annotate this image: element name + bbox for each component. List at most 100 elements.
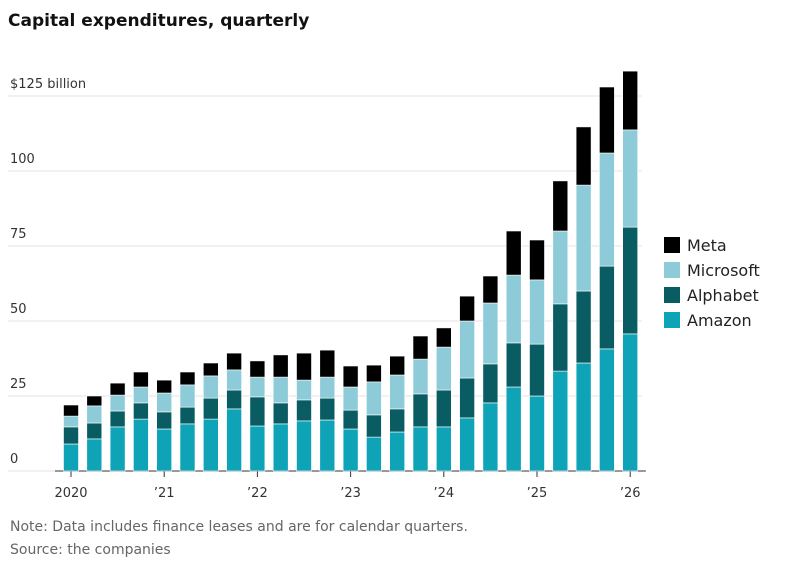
bar-segment: [412, 358, 429, 395]
legend-swatch: [664, 287, 680, 303]
x-tick-label: ’26: [620, 486, 641, 501]
bar-segment: [342, 365, 359, 388]
bar-segment: [249, 376, 266, 398]
bar-segment: [622, 129, 639, 228]
bar-segment: [86, 422, 103, 440]
bar-segment: [226, 408, 242, 472]
bar-segment: [575, 362, 592, 472]
bar-segment: [272, 423, 289, 472]
y-tick-label: 25: [10, 377, 27, 392]
bar-segment: [482, 402, 499, 472]
bar-segment: [412, 426, 429, 472]
note: Note: Data includes finance leases and a…: [10, 519, 468, 535]
chart-title: Capital expenditures, quarterly: [8, 11, 309, 31]
bar-segment: [249, 425, 266, 472]
bar-segment: [389, 431, 406, 472]
bar-segment: [296, 352, 312, 381]
bar-segment: [272, 376, 289, 404]
bar-segment: [86, 395, 103, 407]
bar-segment: [319, 397, 336, 421]
bar-segment: [459, 417, 475, 472]
x-tick-label: ’23: [340, 486, 361, 501]
x-tick-label: ’25: [527, 486, 548, 501]
legend-label: Microsoft: [687, 261, 760, 280]
bar-segment: [226, 352, 242, 371]
bar-segment: [203, 418, 219, 472]
bar-segment: [552, 180, 569, 232]
bar-segment: [599, 86, 615, 154]
bar-segment: [226, 389, 242, 410]
x-tick-label: ’24: [433, 486, 454, 501]
bar-segment: [109, 394, 126, 412]
bar-segment: [296, 420, 312, 472]
y-tick-label: 75: [10, 227, 27, 242]
bar-segment: [622, 226, 639, 335]
bar-segment: [529, 395, 545, 472]
bar-segment: [505, 274, 522, 344]
bar-segment: [529, 343, 545, 397]
bar-segment: [203, 362, 219, 377]
bar-segment: [366, 381, 382, 416]
y-tick-label: 100: [10, 152, 35, 167]
bar-segment: [505, 386, 522, 472]
bar-segment: [203, 375, 219, 399]
bar-segment: [296, 379, 312, 401]
bar-segment: [459, 320, 475, 379]
bar-segment: [179, 423, 196, 472]
bar-segment: [109, 382, 126, 396]
bar-segment: [133, 402, 149, 420]
bar-segment: [575, 184, 592, 292]
bar-segment: [156, 392, 172, 413]
bar-segment: [366, 436, 382, 472]
bar-segment: [109, 410, 126, 428]
bar-segment: [179, 384, 196, 408]
y-tick-label: 0: [10, 452, 18, 467]
bar-segment: [505, 342, 522, 388]
bar-segment: [226, 369, 242, 391]
legend-label: Amazon: [687, 311, 752, 330]
bar-segment: [552, 230, 569, 305]
x-tick-label: ’21: [154, 486, 175, 501]
bar-segment: [575, 290, 592, 364]
bar-segment: [86, 405, 103, 424]
bar-segment: [86, 438, 103, 472]
bar-segment: [505, 230, 522, 276]
bar-segment: [63, 443, 79, 472]
bar-segment: [435, 327, 452, 348]
bar-segment: [622, 70, 639, 131]
bar-segment: [599, 348, 615, 472]
bar-segment: [109, 426, 126, 472]
bar-segment: [156, 379, 172, 394]
bar-segment: [412, 393, 429, 428]
bar-segment: [319, 349, 336, 378]
bar-segment: [435, 346, 452, 391]
bar-segment: [319, 419, 336, 472]
y-tick-label: 50: [10, 302, 27, 317]
bar-segment: [272, 402, 289, 425]
bar-segment: [529, 239, 545, 281]
bar-segment: [366, 414, 382, 438]
bar-segment: [389, 355, 406, 376]
x-tick-label: 2020: [54, 486, 87, 501]
bar-segment: [342, 386, 359, 411]
bar-segment: [529, 279, 545, 345]
bar-segment: [63, 426, 79, 445]
bar-segment: [179, 371, 196, 386]
bar-segment: [622, 333, 639, 472]
bar-segment: [599, 152, 615, 267]
bar-segment: [342, 428, 359, 472]
bar-segment: [482, 363, 499, 404]
bar-segment: [575, 126, 592, 186]
bar-segment: [133, 418, 149, 472]
bar-segment: [459, 295, 475, 322]
legend-swatch: [664, 312, 680, 328]
source: Source: the companies: [10, 542, 171, 558]
bar-segment: [389, 408, 406, 433]
legend-swatch: [664, 237, 680, 253]
bar-segment: [389, 374, 406, 410]
bar-segment: [435, 426, 452, 472]
bar-segment: [249, 396, 266, 427]
legend-swatch: [664, 262, 680, 278]
bar-segment: [319, 376, 336, 399]
